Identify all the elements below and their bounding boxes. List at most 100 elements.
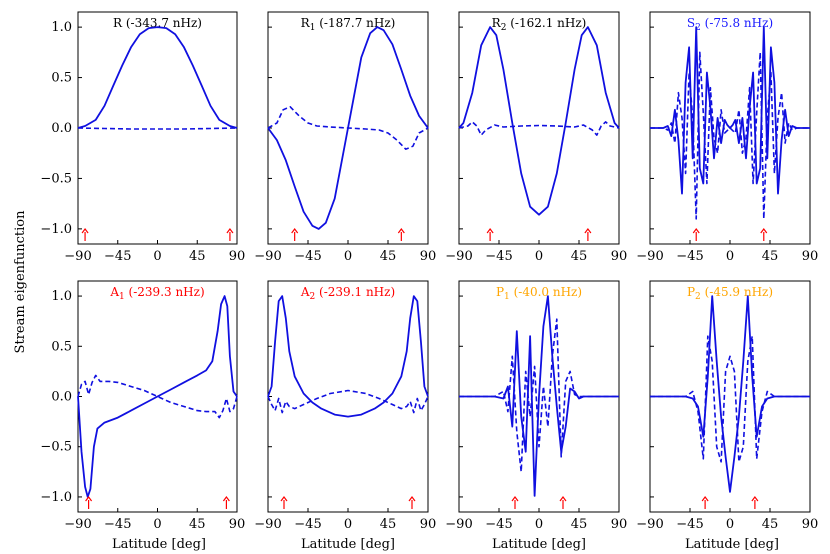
panel-7-xtick-label: −90 bbox=[445, 517, 472, 532]
panel-8-xtick-label: 90 bbox=[802, 517, 819, 532]
panel-8-red-arrow bbox=[701, 496, 709, 509]
panel-7-xtick-label: 45 bbox=[571, 517, 588, 532]
panel-1-title: R (-343.7 nHz) bbox=[113, 16, 202, 30]
panel-1-solid-series bbox=[77, 26, 238, 129]
panel-6-red-arrow bbox=[408, 496, 416, 509]
panel-2-red-arrow bbox=[397, 228, 405, 241]
panel-5-red-arrow bbox=[222, 496, 230, 509]
panel-6-xtick-label: 45 bbox=[380, 517, 397, 532]
panel-4-red-arrow bbox=[692, 228, 700, 241]
panel-3-xtick-label: −90 bbox=[445, 249, 472, 264]
panel-8-xtick-label: 45 bbox=[762, 517, 779, 532]
panel-8: −90 −45 0 45 90 P2 (-45.9 nHz) bbox=[636, 280, 819, 532]
panel-3: −90 −45 0 45 90 R2 (-162.1 nHz) bbox=[445, 11, 628, 264]
panel-7-xtick-label: 0 bbox=[535, 517, 543, 532]
panel-6-xtick-label: 0 bbox=[344, 517, 352, 532]
panel-2-xtick-label: 45 bbox=[380, 249, 397, 264]
panel-2-xtick-label: 0 bbox=[344, 249, 352, 264]
panel-5-red-arrow bbox=[85, 496, 93, 509]
panel-8-solid-series bbox=[650, 295, 810, 493]
panel-4-xtick-label: 0 bbox=[726, 249, 734, 264]
panel-2: −90 −45 0 45 90 R1 (-187.7 nHz) bbox=[254, 11, 437, 264]
panel-6-title: A2 (-239.1 nHz) bbox=[300, 285, 395, 302]
y-axis-label: Stream eigenfunction bbox=[13, 210, 28, 354]
panel-3-dashed-series bbox=[458, 121, 620, 136]
panel-7-xtick-label: 90 bbox=[611, 517, 628, 532]
panel-8-xtick-label: −45 bbox=[676, 517, 703, 532]
x-axis-label-4: Latitude [deg] bbox=[685, 537, 779, 552]
panel-3-xtick-label: 45 bbox=[571, 249, 588, 264]
panel-7: −90 −45 0 45 90 P1 (-40.0 nHz) bbox=[445, 280, 628, 532]
panel-3-frame bbox=[458, 11, 620, 245]
panel-8-xtick-label: −90 bbox=[636, 517, 663, 532]
panel-4-xtick-label: 90 bbox=[802, 249, 819, 264]
panel-6-xtick-label: 90 bbox=[420, 517, 437, 532]
panel-1-ytick-label: 1.0 bbox=[51, 20, 72, 35]
panel-5-xtick-label: 45 bbox=[189, 517, 206, 532]
panel-5-title: A1 (-239.3 nHz) bbox=[109, 285, 204, 302]
panel-5-xtick-label: −90 bbox=[64, 517, 91, 532]
panel-1-xtick-label: 90 bbox=[229, 249, 246, 264]
panel-8-title: P2 (-45.9 nHz) bbox=[687, 285, 773, 302]
panel-2-red-arrow bbox=[291, 228, 299, 241]
panel-5-xtick-label: 90 bbox=[229, 517, 246, 532]
panel-2-solid-series bbox=[267, 26, 429, 230]
panel-5-ytick-label: −1.0 bbox=[40, 490, 72, 505]
panel-7-xtick-label: −45 bbox=[485, 517, 512, 532]
panel-5-solid-series bbox=[77, 295, 238, 498]
panel-5-xtick-label: −45 bbox=[104, 517, 131, 532]
panel-6-dashed-series bbox=[267, 389, 429, 414]
x-axis-label-1: Latitude [deg] bbox=[112, 537, 206, 552]
panel-4-xtick-label: −90 bbox=[636, 249, 663, 264]
panel-1-xtick-label: −90 bbox=[64, 249, 91, 264]
panel-1-ytick-label: 0.0 bbox=[51, 121, 72, 136]
panels: −90 −45 0 45 90 1.0 0.5 0.0 −0.5 −1.0 R (-343.7 nH… bbox=[40, 11, 819, 532]
panel-1-ytick-label: −1.0 bbox=[40, 222, 72, 237]
panel-8-xtick-label: 0 bbox=[726, 517, 734, 532]
x-axis-label-2: Latitude [deg] bbox=[301, 537, 395, 552]
panel-1-xtick-label: 0 bbox=[153, 249, 161, 264]
panel-1-xtick-label: −45 bbox=[104, 249, 131, 264]
panel-8-red-arrow bbox=[751, 496, 759, 509]
panel-5-ytick-label: 1.0 bbox=[51, 289, 72, 304]
panel-2-xtick-label: −45 bbox=[294, 249, 321, 264]
panel-6-red-arrow bbox=[280, 496, 288, 509]
panel-4-xtick-label: 45 bbox=[762, 249, 779, 264]
panel-3-title: R2 (-162.1 nHz) bbox=[492, 16, 587, 33]
panel-1-frame bbox=[77, 11, 238, 245]
panel-6-xtick-label: −90 bbox=[254, 517, 281, 532]
panel-4-solid-series bbox=[650, 26, 810, 195]
panel-1-dashed-series bbox=[77, 127, 238, 130]
panel-5: −90 −45 0 45 90 1.0 0.5 0.0 −0.5 −1.0 A1 (-239.3 n… bbox=[40, 280, 246, 532]
panel-6-xtick-label: −45 bbox=[294, 517, 321, 532]
panel-3-solid-series bbox=[458, 26, 620, 216]
panel-1-ytick-label: −0.5 bbox=[40, 171, 72, 186]
panel-6: −90 −45 0 45 90 A2 (-239.1 nHz) bbox=[254, 280, 437, 532]
panel-7-red-arrow bbox=[511, 496, 519, 509]
panel-3-xtick-label: 0 bbox=[535, 249, 543, 264]
panel-5-ytick-label: −0.5 bbox=[40, 440, 72, 455]
panel-4-title: S2 (-75.8 nHz) bbox=[687, 16, 773, 33]
panel-1-xtick-label: 45 bbox=[189, 249, 206, 264]
panel-7-dashed-series bbox=[459, 318, 619, 473]
panel-1-red-arrow bbox=[81, 228, 89, 241]
panel-2-xtick-label: 90 bbox=[420, 249, 437, 264]
panel-4-dashed-series bbox=[650, 51, 810, 220]
panel-2-title: R1 (-187.7 nHz) bbox=[301, 16, 396, 33]
panel-3-xtick-label: −45 bbox=[485, 249, 512, 264]
panel-1: −90 −45 0 45 90 1.0 0.5 0.0 −0.5 −1.0 R (-343.7 nH… bbox=[40, 11, 246, 264]
panel-5-ytick-label: 0.0 bbox=[51, 390, 72, 405]
panel-2-xtick-label: −90 bbox=[254, 249, 281, 264]
x-axis-label-3: Latitude [deg] bbox=[492, 537, 586, 552]
panel-4-red-arrow bbox=[760, 228, 768, 241]
panel-3-xtick-label: 90 bbox=[611, 249, 628, 264]
panel-5-xtick-label: 0 bbox=[153, 517, 161, 532]
panel-6-frame bbox=[267, 280, 429, 513]
panel-3-red-arrow bbox=[584, 228, 592, 241]
panel-4-xtick-label: −45 bbox=[676, 249, 703, 264]
panel-1-red-arrow bbox=[226, 228, 234, 241]
panel-5-ytick-label: 0.5 bbox=[51, 339, 72, 354]
panel-1-ytick-label: 0.5 bbox=[51, 71, 72, 86]
panel-7-red-arrow bbox=[559, 496, 567, 509]
